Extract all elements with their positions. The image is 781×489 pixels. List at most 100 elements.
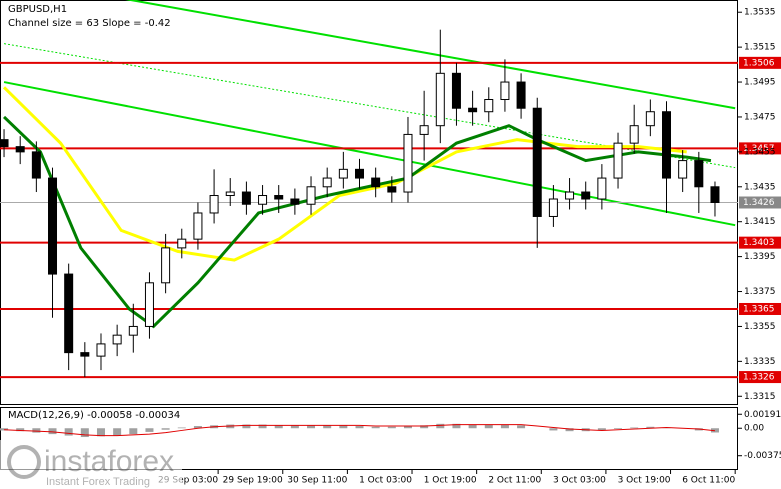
level-label: 1.3506	[743, 58, 775, 68]
x-tick-label: 3 Oct 03:00	[553, 476, 606, 486]
y-tick-label: 1.3375	[744, 287, 776, 297]
y-tick-label: 1.3395	[744, 252, 776, 262]
candle-body	[355, 168, 365, 179]
candle-body	[322, 177, 332, 188]
macd-bar	[565, 428, 574, 432]
y-tick-label: 1.3415	[744, 217, 776, 227]
candle-body	[710, 186, 720, 203]
macd-bar	[371, 426, 380, 429]
watermark-logo	[7, 445, 41, 479]
y-tick-label: 1.3515	[744, 43, 776, 53]
macd-bar	[258, 424, 267, 429]
y-tick-label: 1.3335	[744, 357, 776, 367]
x-tick-label: 1 Oct 03:00	[359, 476, 412, 486]
macd-bar	[549, 428, 558, 431]
macd-bar	[646, 426, 655, 429]
macd-bar	[129, 428, 138, 435]
candle-body	[306, 186, 316, 205]
candle-body	[403, 133, 413, 193]
level-label-box	[739, 302, 781, 315]
candle-body	[678, 160, 688, 179]
candle-body	[144, 282, 154, 327]
level-label: 1.3365	[743, 304, 775, 314]
candle-body	[31, 151, 41, 179]
y-tick-label: 1.3535	[744, 8, 776, 18]
moving-average	[3, 115, 712, 329]
y-tick-label: 1.3455	[744, 147, 776, 157]
level-label-box	[739, 371, 781, 384]
macd-bar	[517, 425, 526, 429]
watermark: instaforex Instant Forex Trading	[0, 440, 182, 489]
candle-body	[597, 177, 607, 200]
candle-body	[419, 125, 429, 135]
macd-bar	[307, 425, 316, 429]
macd-bar	[32, 428, 41, 433]
candle-body	[468, 107, 478, 113]
candle-body	[209, 195, 219, 214]
macd-bar	[48, 428, 57, 435]
y-tick-label: 1.3475	[744, 112, 776, 122]
candle-body	[645, 111, 655, 127]
watermark-tagline: Instant Forex Trading	[46, 476, 150, 488]
macd-bar	[484, 424, 493, 429]
y-tick-label: 1.3435	[744, 182, 776, 192]
level-label: 1.3457	[743, 144, 775, 154]
candle-body	[258, 195, 268, 205]
last-price-label: 1.3426	[743, 198, 775, 208]
macd-signal	[4, 424, 716, 437]
candle-body	[548, 198, 558, 217]
candle-body	[128, 325, 138, 336]
macd-bar	[630, 427, 639, 429]
candle-body	[15, 146, 25, 153]
macd-bar	[436, 423, 445, 429]
macd-bar	[242, 424, 251, 429]
y-tick-label: 1.3355	[744, 322, 776, 332]
candle-body	[435, 72, 445, 127]
candle-body	[581, 191, 591, 200]
macd-bar	[597, 428, 606, 431]
candle-body	[516, 81, 526, 109]
axes: 1.3506 1.3457 1.3403 1.3365 1.3326 1.3426 1.35…	[158, 8, 781, 486]
candle-body	[161, 247, 171, 284]
macd-plot	[0, 423, 719, 438]
x-tick-label: 29 Sep 19:00	[223, 476, 283, 486]
candle-body	[193, 212, 203, 240]
channel-upper	[125, 0, 736, 110]
candle-body	[387, 186, 397, 193]
macd-bar	[387, 426, 396, 429]
candle-body	[80, 352, 90, 357]
macd-bar	[355, 426, 364, 429]
candle-body	[500, 81, 510, 101]
macd-bar	[64, 428, 73, 436]
macd-bar	[339, 425, 348, 429]
macd-bar	[452, 423, 461, 429]
candle-body	[565, 191, 575, 200]
candle-body	[484, 99, 494, 113]
x-tick-label: 2 Oct 11:00	[488, 476, 541, 486]
macd-bar	[113, 428, 122, 436]
candle-body	[177, 238, 187, 249]
candle-body	[451, 72, 461, 109]
macd-title: MACD(12,26,9) -0.00058 -0.00034	[8, 410, 180, 421]
last-price-box	[739, 196, 781, 209]
level-label: 1.3403	[743, 238, 775, 248]
candle-body	[112, 334, 122, 345]
candle-body	[371, 177, 381, 188]
macd-bar	[161, 428, 170, 430]
candle-body	[694, 160, 704, 188]
candle-body	[0, 139, 9, 148]
candle-body	[613, 142, 623, 179]
candle-body	[64, 273, 74, 354]
candle-body	[629, 125, 639, 144]
channel-lower	[3, 81, 736, 227]
x-tick-label: 1 Oct 19:00	[424, 476, 477, 486]
candle-body	[274, 195, 284, 200]
candle-body	[241, 191, 251, 205]
candle-body	[48, 177, 58, 275]
macd-bar	[0, 428, 9, 431]
level-label-box	[739, 56, 781, 69]
macd-bar	[193, 426, 202, 429]
candle-body	[338, 168, 348, 179]
candle-body	[532, 107, 542, 217]
